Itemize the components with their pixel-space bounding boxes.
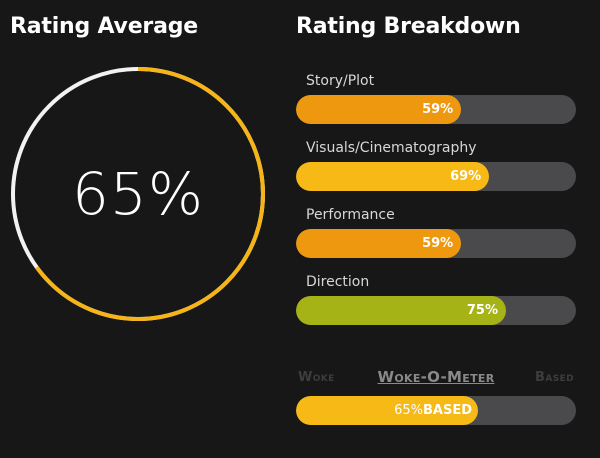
rating-bar-fill: 75% [296, 296, 506, 325]
woke-meter-left-label: Woke [298, 370, 335, 385]
rating-bar-fill: 69% [296, 162, 490, 191]
rating-ring-graphic [11, 67, 265, 321]
rating-breakdown-list: Story/Plot 59% Visuals/Cinematography 69… [296, 70, 576, 338]
rating-label: Story/Plot [306, 73, 375, 89]
rating-average-title: Rating Average [10, 14, 198, 39]
ring-progress-arc [11, 67, 265, 321]
rating-item-story-plot: Story/Plot 59% [296, 70, 576, 137]
woke-meter-fill: 65%BASED [296, 396, 478, 425]
rating-bar-track: 59% [296, 95, 576, 124]
woke-meter-value: 65%BASED [394, 396, 472, 425]
rating-bar-value: 59% [422, 102, 454, 117]
rating-bar-track: 75% [296, 296, 576, 325]
rating-bar-value: 59% [422, 236, 454, 251]
woke-meter-value-word: BASED [422, 403, 472, 418]
woke-meter-value-number: 65% [394, 403, 423, 418]
rating-breakdown-title: Rating Breakdown [296, 14, 521, 39]
rating-bar-track: 69% [296, 162, 576, 191]
rating-average-value: 65% [72, 160, 204, 228]
woke-o-meter: Woke Woke-O-Meter Based 65%BASED [296, 366, 576, 425]
rating-item-performance: Performance 59% [296, 204, 576, 271]
rating-item-visuals: Visuals/Cinematography 69% [296, 137, 576, 204]
woke-meter-title[interactable]: Woke-O-Meter [377, 368, 495, 386]
rating-average-ring: 65% [8, 64, 268, 324]
rating-bar-track: 59% [296, 229, 576, 258]
woke-meter-track: 65%BASED [296, 396, 576, 425]
rating-label: Direction [306, 274, 370, 290]
rating-bar-fill: 59% [296, 95, 462, 124]
woke-meter-right-label: Based [535, 370, 574, 385]
rating-bar-value: 69% [450, 169, 482, 184]
rating-bar-value: 75% [466, 303, 498, 318]
woke-meter-labels: Woke Woke-O-Meter Based [296, 366, 576, 392]
rating-label: Performance [306, 207, 395, 223]
rating-label: Visuals/Cinematography [306, 140, 477, 156]
rating-item-direction: Direction 75% [296, 271, 576, 338]
rating-bar-fill: 59% [296, 229, 462, 258]
